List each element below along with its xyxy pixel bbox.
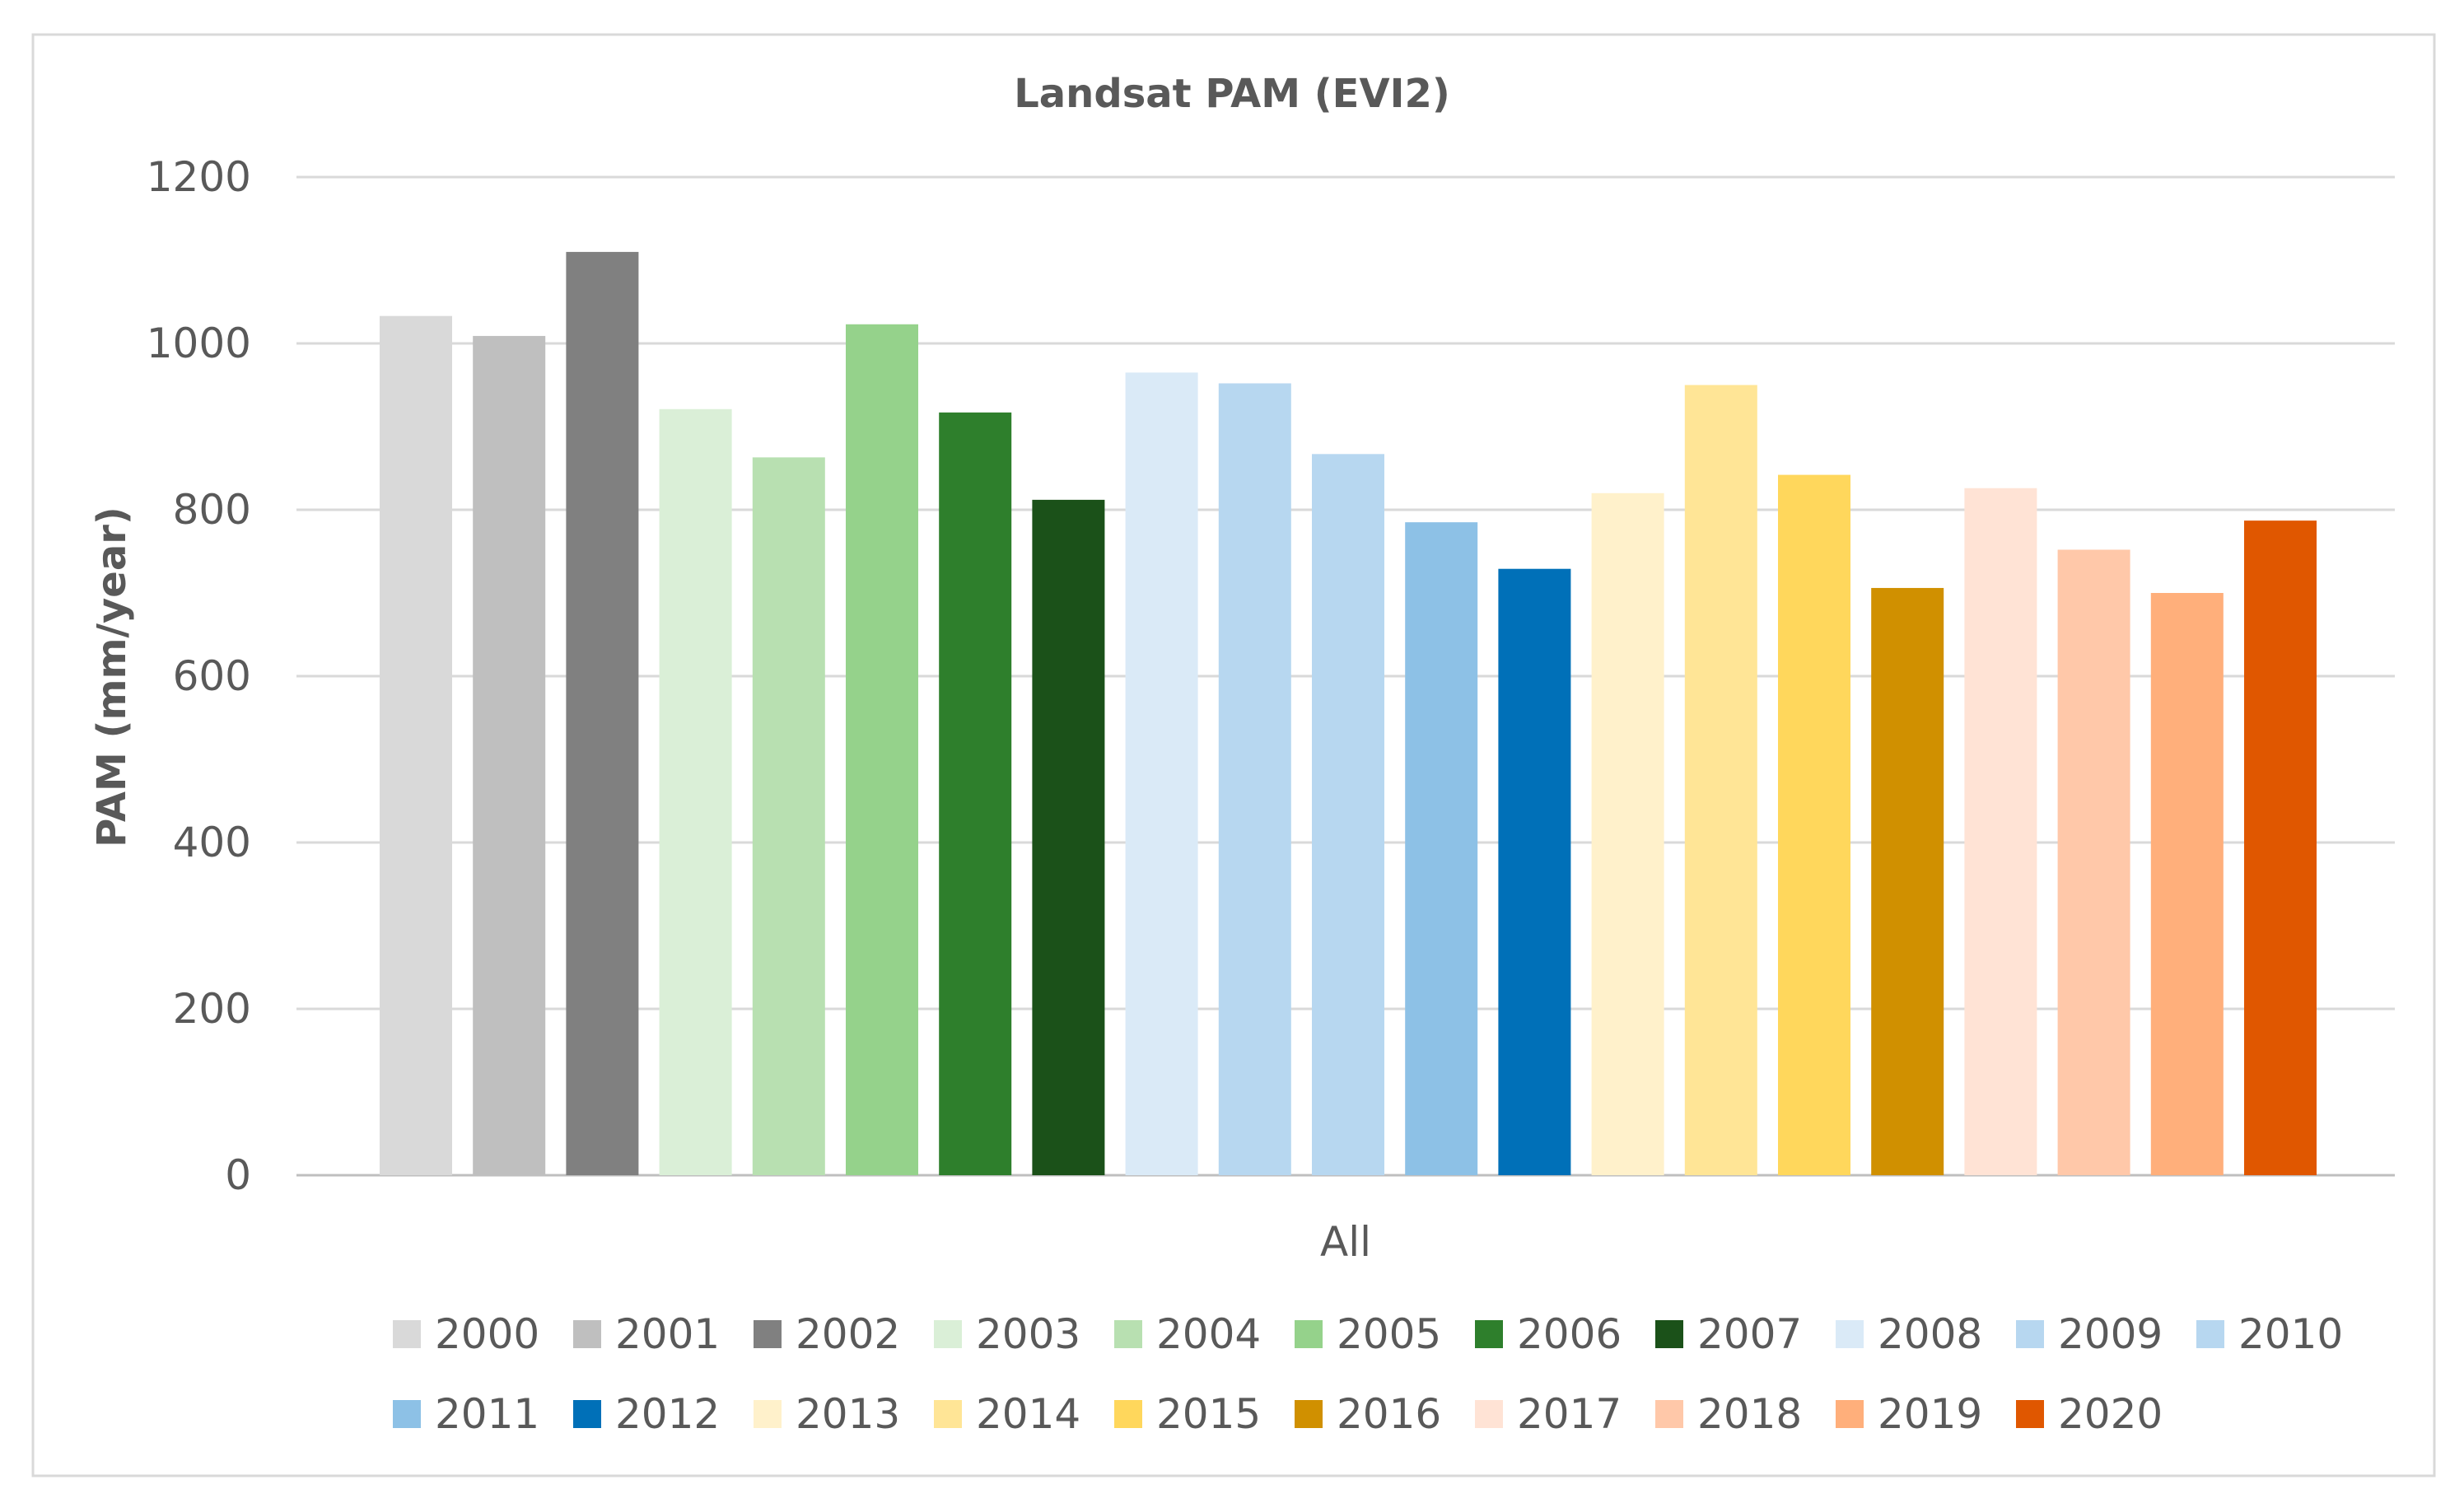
legend-item-2002: 2002: [754, 1310, 900, 1358]
legend-label: 2019: [1878, 1390, 1982, 1438]
legend-label: 2006: [1517, 1310, 1622, 1358]
legend-item-2009: 2009: [2016, 1310, 2163, 1358]
legend-label: 2009: [2058, 1310, 2163, 1358]
legend-swatch: [573, 1320, 601, 1348]
legend-item-2010: 2010: [2196, 1310, 2343, 1358]
bar-2016: [1871, 587, 1944, 1175]
legend-swatch: [1836, 1400, 1864, 1428]
bar-2013: [1591, 492, 1664, 1175]
y-tick-label: 1000: [147, 320, 251, 367]
legend-label: 2014: [976, 1390, 1080, 1438]
legend-swatch: [754, 1400, 782, 1428]
legend-item-2008: 2008: [1836, 1310, 1982, 1358]
legend-item-2005: 2005: [1295, 1310, 1441, 1358]
legend-label: 2011: [435, 1390, 539, 1438]
chart-title: Landsat PAM (EVI2): [1014, 71, 1450, 117]
legend-swatch: [393, 1320, 421, 1348]
legend-swatch: [1114, 1400, 1142, 1428]
bar-2017: [1964, 488, 2037, 1175]
legend-swatch: [934, 1320, 962, 1348]
legend-swatch: [1655, 1320, 1683, 1348]
bar-2006: [939, 412, 1012, 1176]
legend-label: 2013: [796, 1390, 900, 1438]
legend-item-2001: 2001: [573, 1310, 720, 1358]
bar-2009: [1218, 383, 1291, 1176]
bars: [380, 251, 2317, 1176]
legend-item-2006: 2006: [1475, 1310, 1622, 1358]
legend-label: 2020: [2058, 1390, 2163, 1438]
legend-swatch: [2016, 1320, 2044, 1348]
legend-swatch: [393, 1400, 421, 1428]
bar-2000: [380, 315, 452, 1175]
bar-2003: [659, 408, 732, 1175]
legend-item-2013: 2013: [754, 1390, 900, 1438]
legend-label: 2005: [1337, 1310, 1441, 1358]
legend-item-2004: 2004: [1114, 1310, 1261, 1358]
legend-item-2000: 2000: [393, 1310, 539, 1358]
legend-item-2003: 2003: [934, 1310, 1080, 1358]
legend-item-2012: 2012: [573, 1390, 720, 1438]
bar-2018: [2057, 549, 2130, 1175]
bar-2008: [1125, 372, 1198, 1176]
y-tick-label: 800: [173, 486, 251, 534]
legend-label: 2015: [1156, 1390, 1261, 1438]
bar-2014: [1684, 385, 1757, 1175]
legend-label: 2007: [1697, 1310, 1802, 1358]
x-axis-categories: All: [1320, 1218, 1371, 1266]
legend-label: 2017: [1517, 1390, 1622, 1438]
legend-item-2018: 2018: [1655, 1390, 1802, 1438]
legend-label: 2002: [796, 1310, 900, 1358]
bar-2004: [752, 457, 825, 1175]
legend-swatch: [1836, 1320, 1864, 1348]
legend-item-2016: 2016: [1295, 1390, 1441, 1438]
x-category-label: All: [1320, 1218, 1371, 1266]
legend-label: 2018: [1697, 1390, 1802, 1438]
bar-2005: [846, 324, 918, 1175]
legend-label: 2003: [976, 1310, 1080, 1358]
legend-item-2015: 2015: [1114, 1390, 1261, 1438]
bar-2001: [473, 335, 546, 1175]
y-tick-label: 400: [173, 819, 251, 866]
legend-swatch: [2196, 1320, 2224, 1348]
bar-2012: [1498, 568, 1571, 1175]
legend-item-2011: 2011: [393, 1390, 539, 1438]
legend-label: 2004: [1156, 1310, 1261, 1358]
bar-2010: [1312, 454, 1384, 1175]
legend-swatch: [1295, 1320, 1323, 1348]
legend-label: 2012: [615, 1390, 720, 1438]
y-tick-label: 200: [173, 985, 251, 1033]
legend-swatch: [2016, 1400, 2044, 1428]
bar-2007: [1032, 499, 1105, 1175]
legend-label: 2016: [1337, 1390, 1441, 1438]
legend-label: 2001: [615, 1310, 720, 1358]
y-tick-label: 1200: [147, 153, 251, 201]
legend-item-2019: 2019: [1836, 1390, 1982, 1438]
legend-swatch: [573, 1400, 601, 1428]
legend-item-2020: 2020: [2016, 1390, 2163, 1438]
bar-2002: [566, 251, 639, 1175]
bar-2020: [2244, 520, 2317, 1175]
bar-2015: [1778, 474, 1850, 1175]
bar-2011: [1405, 522, 1478, 1175]
y-axis-ticks: 0 200 400 600 800 1000 1200: [147, 153, 251, 1199]
legend-label: 2010: [2238, 1310, 2343, 1358]
legend-swatch: [754, 1320, 782, 1348]
legend: 2000 2001 2002 2003 2004 2005 2006 2007 2008 2009…: [393, 1310, 2343, 1438]
legend-item-2007: 2007: [1655, 1310, 1802, 1358]
legend-swatch: [934, 1400, 962, 1428]
legend-item-2017: 2017: [1475, 1390, 1622, 1438]
legend-label: 2000: [435, 1310, 539, 1358]
bar-2019: [2150, 593, 2224, 1175]
legend-swatch: [1475, 1320, 1503, 1348]
legend-swatch: [1655, 1400, 1683, 1428]
y-tick-label: 0: [225, 1151, 251, 1199]
y-axis-label: PAM (mm/year): [89, 506, 135, 847]
legend-swatch: [1295, 1400, 1323, 1428]
legend-label: 2008: [1878, 1310, 1982, 1358]
legend-item-2014: 2014: [934, 1390, 1080, 1438]
legend-swatch: [1475, 1400, 1503, 1428]
y-tick-label: 600: [173, 652, 251, 700]
legend-swatch: [1114, 1320, 1142, 1348]
